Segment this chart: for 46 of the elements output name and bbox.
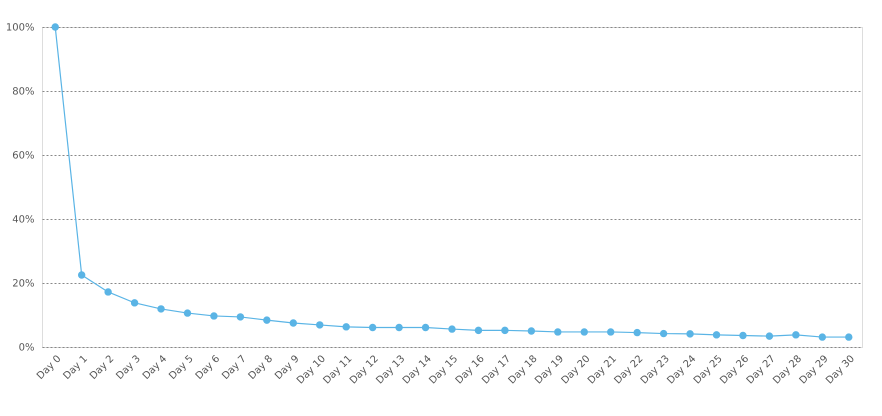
point [290,319,297,327]
point [422,324,430,332]
point [263,316,271,324]
x-tick-label: Day 0 [35,354,64,382]
y-tick-label: 40% [12,214,34,226]
x-tick-label: Day 4 [140,354,170,382]
point [739,332,747,340]
y-tick-label: 80% [12,86,34,98]
point [184,309,192,317]
point [554,328,562,336]
point [792,331,800,339]
point [368,324,376,332]
point [528,327,536,335]
point [766,332,774,340]
point [845,333,852,341]
point [210,312,218,320]
y-tick-label: 100% [6,22,34,34]
point [342,323,350,331]
y-tick-label: 0% [18,342,34,354]
point [448,325,456,333]
point [580,328,588,336]
point [660,330,668,338]
y-tick-label: 60% [12,150,34,162]
point [316,321,324,329]
point [157,305,165,313]
x-tick-label: Day 1 [61,354,90,382]
point [130,299,138,307]
x-tick-label: Day 3 [114,354,143,382]
point [78,271,86,279]
x-tick-label: Day 6 [194,354,222,382]
y-tick-label: 20% [12,278,34,290]
x-tick-label: Day 8 [246,354,276,382]
x-tick-label: Day 7 [220,354,249,382]
point [395,324,403,332]
point [474,326,482,334]
point [712,331,720,339]
point [236,313,244,321]
point [501,326,509,334]
point [52,23,59,31]
point [633,328,641,336]
point [607,328,614,336]
point [104,288,112,296]
x-tick-label: Day 5 [167,354,196,382]
point [818,333,826,341]
point [686,330,694,338]
x-tick-label: Day 2 [88,354,116,382]
